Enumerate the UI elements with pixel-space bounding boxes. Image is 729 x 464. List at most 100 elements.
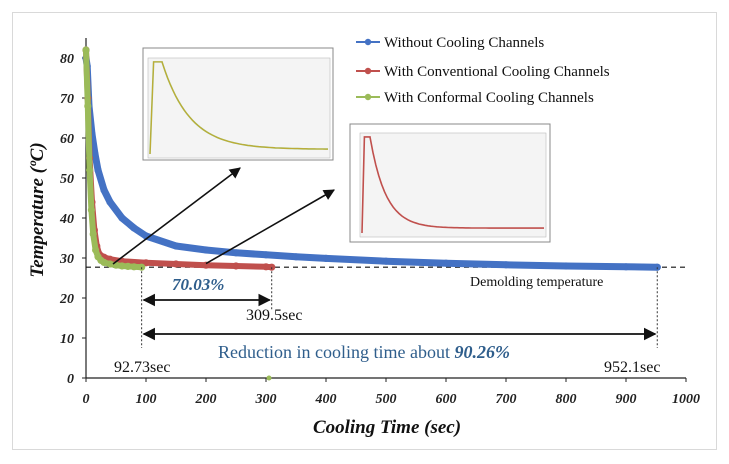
x-tick-label: 500	[376, 392, 397, 407]
legend-label-conformal: With Conformal Cooling Channels	[384, 90, 594, 106]
series-conformal-cooling-marker	[85, 103, 91, 109]
series-without-cooling-marker	[519, 262, 524, 268]
series-without-cooling-marker	[234, 250, 240, 256]
series-without-cooling-marker	[630, 264, 636, 270]
legend-item-conventional: With Conventional Cooling Channels	[356, 64, 610, 80]
series-without-cooling-marker	[101, 187, 107, 193]
series-without-cooling-marker	[314, 255, 319, 261]
y-tick-label: 30	[59, 252, 74, 267]
legend: Without Cooling Channels With Convention…	[356, 35, 610, 106]
x-tick-label: 200	[195, 392, 217, 407]
series-without-cooling-marker	[389, 259, 395, 264]
pointer-to-conformal-inset	[112, 167, 241, 265]
series-without-cooling-marker	[602, 264, 607, 269]
series-without-cooling-marker	[173, 243, 179, 249]
series-without-cooling-marker	[555, 263, 560, 269]
series-without-cooling-marker	[504, 262, 510, 268]
series-without-cooling-marker	[105, 194, 110, 200]
series-without-cooling-marker	[497, 262, 503, 268]
series-without-cooling-marker	[342, 256, 348, 262]
series-without-cooling-marker	[299, 254, 305, 260]
series-without-cooling-marker	[652, 264, 658, 270]
series-without-cooling-marker	[195, 246, 201, 252]
x-tick-label: 700	[496, 392, 517, 407]
series-without-cooling-marker	[393, 259, 398, 264]
series-without-cooling-marker	[515, 262, 521, 268]
conformal-end-label: 92.73sec	[114, 359, 170, 376]
series-without-cooling-marker	[98, 175, 103, 181]
series-without-cooling-marker	[501, 262, 506, 268]
series-without-cooling-marker	[256, 251, 262, 257]
series-without-cooling-marker	[396, 259, 402, 265]
series-without-cooling-marker	[198, 246, 204, 252]
series-conformal-cooling	[82, 46, 146, 271]
series-without-cooling-marker	[533, 263, 539, 268]
series-without-cooling-marker	[540, 263, 546, 268]
series-without-cooling-marker	[587, 263, 593, 269]
series-without-cooling-marker	[360, 257, 366, 263]
series-without-cooling-marker	[108, 201, 114, 207]
series-without-cooling-marker	[558, 263, 564, 269]
demolding-label: Demolding temperature	[470, 275, 603, 290]
series-without-cooling-marker	[551, 263, 557, 269]
series-without-cooling-marker	[202, 247, 208, 253]
legend-marker-without	[364, 38, 372, 46]
series-without-cooling-marker	[386, 258, 391, 264]
x-tick-label: 400	[315, 392, 337, 407]
series-without-cooling-marker	[285, 253, 290, 259]
stray-point	[266, 375, 272, 381]
series-without-cooling-marker	[274, 253, 280, 258]
series-without-cooling-marker	[209, 248, 215, 253]
series-without-cooling-marker	[447, 260, 452, 266]
series-without-cooling-marker	[594, 264, 600, 269]
series-without-cooling-point	[94, 166, 102, 174]
series-without-cooling-marker	[522, 262, 528, 268]
inset-conventional-curve	[361, 136, 544, 234]
x-tick-label: 600	[436, 392, 457, 407]
percent-70-label: 70.03%	[172, 275, 224, 294]
series-without-cooling-marker	[562, 263, 568, 269]
series-conformal-cooling-marker	[92, 243, 98, 249]
conventional-end-label: 309.5sec	[246, 307, 302, 324]
series-without-cooling-marker	[544, 263, 550, 269]
series-without-cooling-marker	[580, 263, 586, 269]
series-without-cooling-marker	[249, 251, 255, 257]
series-without-cooling-marker	[184, 245, 190, 250]
y-tick-label: 0	[67, 372, 74, 387]
series-without-cooling-marker	[364, 257, 370, 263]
series-conformal-cooling-marker	[90, 231, 96, 237]
series-without-cooling-marker	[191, 246, 197, 251]
x-tick-label: 0	[83, 392, 90, 407]
without-end-label: 952.1sec	[604, 359, 660, 376]
series-without-cooling-marker	[432, 260, 438, 266]
series-without-cooling-marker	[321, 255, 326, 261]
series-without-cooling-marker	[530, 262, 535, 268]
series-without-cooling-marker	[465, 261, 470, 267]
series-conformal-cooling-marker	[87, 167, 92, 173]
series-without-cooling-marker	[310, 255, 316, 261]
series-without-cooling-marker	[490, 262, 496, 267]
x-tick-label: 1000	[672, 392, 700, 407]
inset-conformal	[142, 47, 334, 161]
series-conformal-cooling-marker	[83, 47, 89, 53]
y-tick-label: 50	[60, 172, 74, 187]
series-without-cooling-marker	[260, 252, 265, 257]
series-without-cooling-marker	[281, 253, 287, 259]
series-without-cooling-marker	[328, 256, 334, 262]
series-without-cooling-marker	[116, 210, 121, 216]
x-tick-label: 300	[255, 392, 277, 407]
series-without-cooling-marker	[616, 264, 622, 270]
y-axis-title: Temperature (ºC)	[27, 142, 48, 277]
series-without-cooling-marker	[612, 264, 618, 270]
series-without-cooling-marker	[641, 264, 647, 270]
series-without-cooling-marker	[252, 251, 258, 257]
series-without-cooling-marker	[508, 262, 514, 268]
legend-label-conventional: With Conventional Cooling Channels	[384, 64, 610, 80]
y-tick-label: 70	[60, 92, 74, 107]
series-without-cooling-marker	[548, 263, 553, 269]
legend-label-without: Without Cooling Channels	[384, 35, 544, 51]
series-without-cooling-marker	[375, 258, 380, 264]
series-conformal-cooling-marker	[94, 251, 100, 256]
series-without-cooling-marker	[324, 256, 330, 261]
series-without-cooling-marker	[566, 263, 571, 269]
